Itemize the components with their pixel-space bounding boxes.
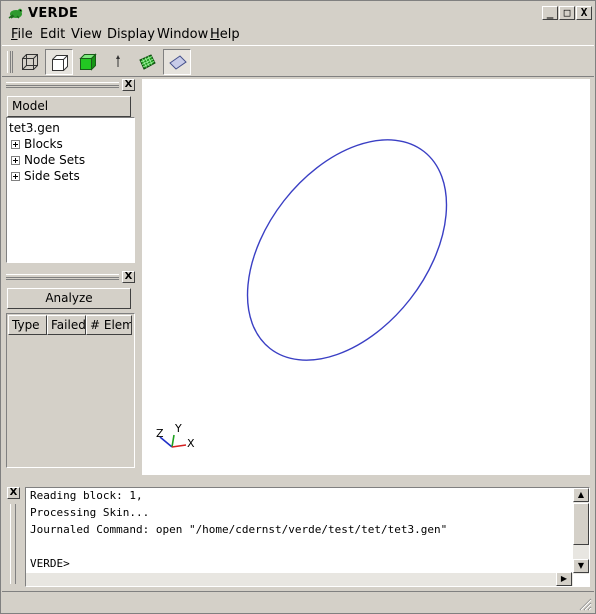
analyze-button[interactable]: Analyze [7, 288, 131, 309]
scroll-down-arrow-icon[interactable]: ▼ [573, 559, 589, 573]
menu-help-mnemonic: H [210, 27, 220, 42]
menu-edit[interactable]: Edit [40, 27, 65, 42]
graphics-viewport[interactable]: Z Y X [142, 79, 590, 475]
arrow-up-button[interactable] [104, 49, 132, 75]
vertical-scroll-thumb[interactable] [573, 503, 589, 545]
hidden-line-cube-button[interactable] [45, 49, 73, 75]
z-axis-line [159, 436, 173, 448]
model-panel-close-button[interactable]: X [122, 79, 135, 91]
x-axis-line [171, 444, 187, 448]
window-title: VERDE [28, 6, 79, 21]
command-console[interactable]: Reading block: 1, Processing Skin... Jou… [25, 487, 590, 587]
tree-item-blocks-label: Blocks [24, 137, 63, 151]
solid-cube-icon [79, 53, 97, 71]
model-button[interactable]: Model [7, 96, 131, 117]
tree-item-node-sets-label: Node Sets [24, 153, 86, 167]
menu-edit-label: dit [48, 27, 66, 42]
y-axis-label: Y [174, 422, 182, 435]
model-view: Z Y X [156, 139, 448, 450]
menu-window-mnemonic: W [157, 27, 170, 42]
mesh-grid-icon [139, 54, 156, 70]
menu-file-label: ile [17, 27, 33, 42]
menu-view-mnemonic: V [71, 27, 80, 42]
arrow-up-icon [116, 55, 120, 67]
axis-triad: Z Y X [156, 422, 195, 450]
menu-bar: File Edit View Display Window Help [2, 24, 594, 45]
plane-icon [169, 55, 187, 70]
menu-window[interactable]: Window [157, 27, 208, 42]
menu-view[interactable]: View [71, 27, 102, 42]
wireframe-cube-icon [22, 54, 38, 70]
menu-display-mnemonic: D [107, 27, 118, 42]
console-splitter[interactable] [2, 477, 594, 485]
menu-help[interactable]: Help [210, 27, 240, 42]
model-panel-grip-lines [6, 82, 119, 88]
verde-frog-icon [8, 8, 23, 19]
toolbar [2, 45, 594, 77]
console-prompt[interactable]: VERDE> [30, 557, 70, 570]
console-vertical-scrollbar[interactable]: ▲ ▼ [573, 488, 589, 574]
close-button[interactable]: X [576, 6, 592, 20]
status-bar [2, 591, 594, 613]
toolbar-grip[interactable] [7, 51, 13, 73]
resize-grip-icon[interactable] [578, 597, 592, 611]
scroll-right-arrow-icon[interactable]: ▶ [556, 572, 572, 586]
menu-file-mnemonic: F [11, 27, 18, 42]
x-axis-label: X [187, 437, 195, 450]
scroll-up-arrow-icon[interactable]: ▲ [573, 488, 589, 502]
menu-display-label: isplay [117, 27, 155, 42]
menu-display[interactable]: Display [107, 27, 155, 42]
menu-help-label: elp [219, 27, 240, 42]
console-line: Journaled Command: open "/home/cdernst/v… [30, 523, 448, 536]
mesh-grid-button[interactable] [133, 49, 161, 75]
tree-item-side-sets-label: Side Sets [24, 169, 80, 183]
model-panel-grip[interactable]: X [6, 79, 135, 91]
solid-cube-button[interactable] [74, 49, 102, 75]
tree-root-file[interactable]: tet3.gen [9, 121, 60, 135]
hidden-line-cube-icon [52, 55, 68, 71]
z-axis-label: Z [156, 427, 164, 440]
model-geometry-curve [246, 139, 448, 361]
title-bar[interactable]: VERDE _ □ X [2, 2, 594, 24]
column-header-type[interactable]: Type [8, 315, 47, 335]
analyze-panel-close-button[interactable]: X [122, 271, 135, 283]
menu-window-label: indow [169, 27, 209, 42]
menu-file[interactable]: File [11, 27, 33, 42]
plane-button[interactable] [163, 49, 191, 75]
column-header-num-elem[interactable]: # Elem [86, 315, 132, 335]
minimize-button[interactable]: _ [542, 6, 558, 20]
analyze-panel-grip[interactable]: X [6, 271, 135, 283]
console-line: Reading block: 1, [30, 489, 143, 502]
analyze-results-table: Type Failed # Elem [6, 313, 135, 468]
analyze-panel-grip-lines [6, 274, 119, 280]
expand-plus-icon[interactable] [11, 172, 20, 181]
console-close-button[interactable]: X [7, 487, 20, 499]
column-header-failed[interactable]: Failed [47, 315, 86, 335]
console-line: Processing Skin... [30, 506, 150, 519]
wireframe-cube-button[interactable] [16, 49, 44, 75]
y-axis-line [171, 434, 175, 448]
menu-view-label: iew [79, 27, 102, 42]
console-horizontal-scrollbar[interactable]: ▶ [26, 572, 573, 586]
console-grip[interactable] [10, 504, 16, 584]
expand-plus-icon[interactable] [11, 140, 20, 149]
maximize-button[interactable]: □ [559, 6, 575, 20]
expand-plus-icon[interactable] [11, 156, 20, 165]
model-tree: tet3.gen Blocks Node Sets Side Sets [6, 117, 135, 263]
menu-edit-mnemonic: E [40, 27, 49, 42]
